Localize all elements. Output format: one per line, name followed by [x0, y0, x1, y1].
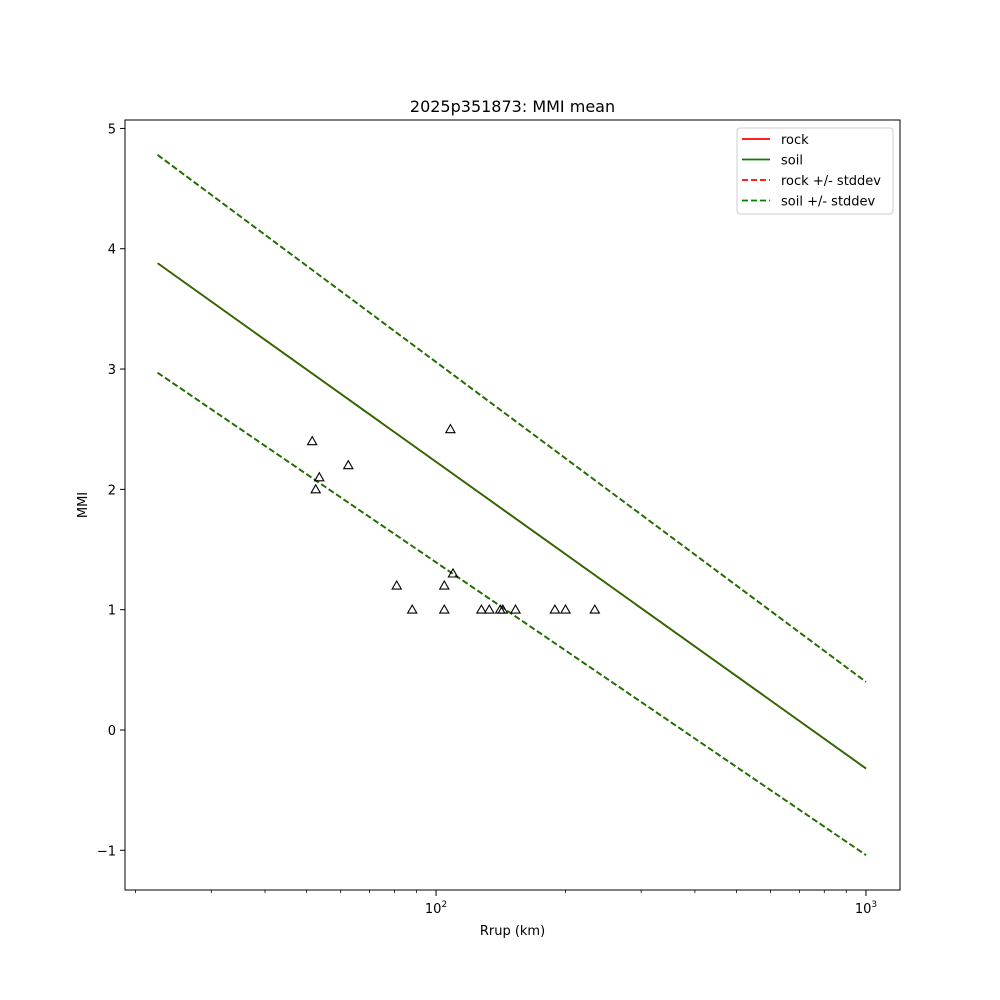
legend-label: rock: [781, 133, 809, 148]
observation-marker: [483, 603, 495, 614]
x-axis-ticks: 102 103: [135, 890, 877, 917]
plot-frame: [124, 119, 901, 891]
observation-marker: [497, 603, 509, 614]
x-tick-label-exponent: 3: [871, 900, 877, 910]
observation-markers: [306, 423, 601, 614]
observation-marker: [306, 435, 318, 446]
legend-label: rock +/- stddev: [781, 174, 881, 189]
y-tick-label: 5: [108, 122, 116, 137]
x-tick-label-base: 10: [855, 902, 872, 917]
y-tick-label: 0: [108, 724, 116, 739]
x-tick-label-exponent: 2: [441, 900, 447, 910]
legend: rock soil rock +/- stddev soil +/- stddev: [736, 127, 894, 215]
observation-marker: [475, 603, 487, 614]
observation-marker: [549, 603, 561, 614]
observation-marker: [406, 603, 418, 614]
observation-marker: [313, 471, 325, 482]
x-tick-label: 103: [855, 900, 877, 917]
observation-marker: [342, 459, 354, 470]
legend-label: soil +/- stddev: [781, 195, 876, 210]
observation-marker: [438, 579, 450, 590]
observation-marker: [509, 603, 522, 614]
y-tick-label: −1: [97, 844, 116, 859]
observation-marker: [559, 603, 572, 614]
plot-area: [125, 120, 900, 890]
series-line-soil: [157, 262, 867, 770]
observation-marker: [447, 567, 459, 578]
series-line-soil-stddev-lower: [157, 371, 867, 856]
y-axis-ticks: −1 0 1 2 3 4 5: [97, 122, 125, 859]
y-tick-label: 4: [108, 243, 116, 258]
legend-box: [736, 127, 894, 215]
y-tick-label: 2: [108, 483, 116, 498]
series-line-soil-stddev-upper: [157, 154, 867, 683]
x-tick-label-base: 10: [425, 902, 442, 917]
y-tick-label: 3: [108, 363, 116, 378]
observation-marker: [438, 603, 450, 614]
y-tick-label: 1: [108, 604, 116, 619]
observation-marker: [589, 603, 601, 614]
x-axis-label: Rrup (km): [480, 924, 545, 939]
plot-lines: [157, 154, 867, 856]
y-axis-label: MMI: [76, 492, 91, 518]
chart-title: 2025p351873: MMI mean: [410, 97, 615, 116]
observation-marker: [310, 483, 322, 494]
x-tick-label: 102: [425, 900, 447, 917]
observation-marker: [444, 423, 456, 434]
observation-marker: [391, 579, 403, 590]
legend-label: soil: [781, 154, 803, 169]
